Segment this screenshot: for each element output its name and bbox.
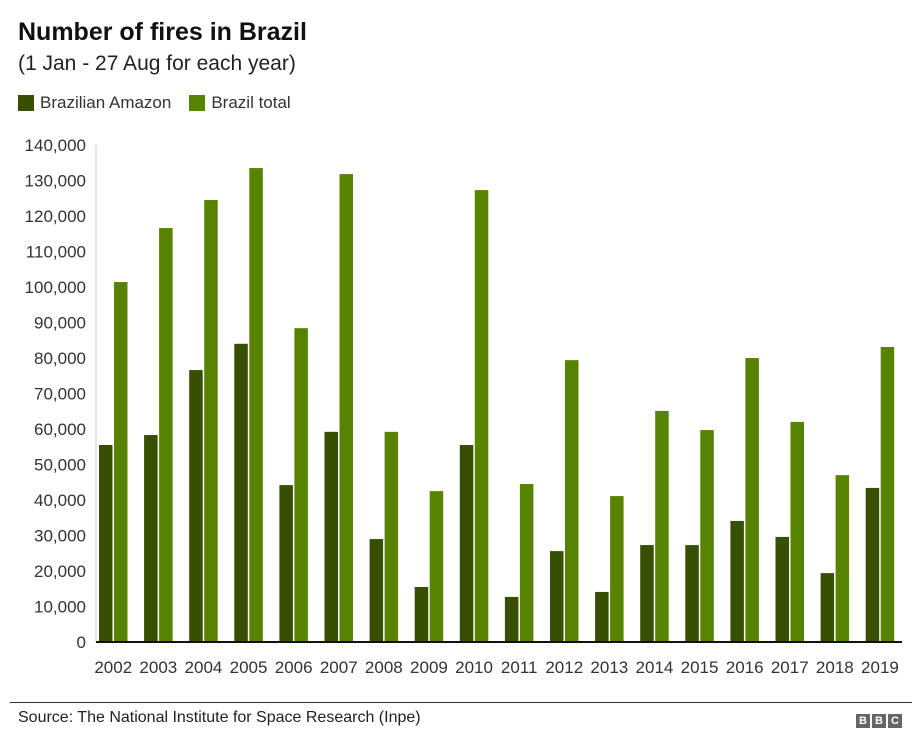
- y-tick-label: 70,000: [34, 385, 86, 404]
- bar-brazil-total-2007: [339, 174, 353, 643]
- bar-brazil-total-2011: [519, 484, 534, 642]
- x-tick-label: 2008: [365, 658, 403, 677]
- bar-brazil-total-2014: [655, 410, 669, 642]
- bar-brazil-total-2016: [745, 358, 759, 642]
- y-tick-label: 50,000: [34, 456, 86, 475]
- legend: Brazilian Amazon Brazil total: [18, 93, 309, 113]
- bbc-logo-letter: B: [872, 714, 886, 728]
- bar-brazil-total-2005: [249, 168, 263, 642]
- legend-item-brazilian-amazon: Brazilian Amazon: [18, 93, 171, 113]
- bar-brazil-total-2012: [565, 360, 579, 642]
- bar-brazilian-amazon-2009: [414, 586, 429, 642]
- legend-item-brazil-total: Brazil total: [189, 93, 291, 113]
- bar-chart: 0 10,000 20,000 30,000 40,000 50,000 60,000 70,…: [25, 136, 902, 677]
- bar-brazil-total-2002: [114, 282, 128, 642]
- x-tick-label: 2015: [681, 658, 719, 677]
- x-tick-label: 2017: [771, 658, 809, 677]
- y-tick-label: 30,000: [34, 527, 86, 546]
- bbc-logo-letter: B: [856, 714, 870, 728]
- x-tick-label: 2007: [320, 658, 358, 677]
- bbc-logo-letter: C: [888, 714, 902, 728]
- bar-brazil-total-2009: [429, 491, 444, 642]
- y-tick-label: 100,000: [25, 278, 86, 297]
- bar-brazilian-amazon-2019: [865, 487, 880, 642]
- y-tick-label: 60,000: [34, 420, 86, 439]
- chart-title: Number of fires in Brazil: [18, 18, 307, 46]
- bar-brazil-total-2006: [294, 328, 308, 642]
- x-tick-label: 2016: [726, 658, 764, 677]
- legend-label: Brazil total: [211, 93, 291, 112]
- bar-brazilian-amazon-2012: [550, 551, 564, 642]
- x-tick-label: 2019: [861, 658, 899, 677]
- y-tick-label: 140,000: [25, 136, 86, 155]
- x-tick-label: 2003: [139, 658, 177, 677]
- x-tick-label: 2006: [275, 658, 313, 677]
- y-tick-label: 40,000: [34, 491, 86, 510]
- y-tick-label: 110,000: [26, 243, 86, 262]
- bar-brazil-total-2017: [790, 421, 804, 642]
- legend-label: Brazilian Amazon: [40, 93, 172, 112]
- bar-brazilian-amazon-2013: [595, 591, 609, 642]
- bar-brazilian-amazon-2003: [144, 435, 158, 642]
- bar-brazilian-amazon-2011: [504, 596, 519, 642]
- bar-brazil-total-2008: [384, 431, 399, 642]
- x-tick-label: 2010: [455, 658, 493, 677]
- bar-brazilian-amazon-2014: [640, 545, 654, 642]
- bar-brazil-total-2010: [474, 190, 489, 642]
- x-tick-label: 2009: [410, 658, 448, 677]
- bar-brazil-total-2004: [204, 200, 218, 642]
- y-tick-label: 10,000: [34, 598, 86, 617]
- x-tick-label: 2014: [636, 658, 674, 677]
- bar-brazilian-amazon-2008: [369, 539, 384, 642]
- x-tick-label: 2011: [501, 658, 538, 677]
- x-tick-label: 2012: [545, 658, 583, 677]
- y-tick-label: 0: [77, 633, 86, 652]
- bar-brazilian-amazon-2016: [730, 520, 744, 642]
- bar-brazilian-amazon-2005: [234, 343, 248, 642]
- bar-brazilian-amazon-2017: [775, 536, 789, 642]
- bar-brazilian-amazon-2004: [189, 370, 203, 642]
- bar-brazilian-amazon-2010: [459, 444, 474, 642]
- x-tick-label: 2004: [185, 658, 223, 677]
- y-tick-label: 20,000: [34, 562, 86, 581]
- bar-brazil-total-2019: [880, 346, 895, 642]
- x-tick-label: 2005: [230, 658, 268, 677]
- y-tick-label: 120,000: [25, 207, 86, 226]
- legend-swatch-brazil-total: [189, 95, 206, 111]
- source-note: Source: The National Institute for Space…: [18, 709, 421, 726]
- x-tick-label: 2013: [590, 658, 628, 677]
- bar-brazilian-amazon-2018: [820, 573, 835, 642]
- y-tick-label: 130,000: [25, 172, 86, 191]
- x-tick-label: 2002: [94, 658, 132, 677]
- x-tick-label: 2018: [816, 658, 854, 677]
- bbc-logo: B B C: [856, 714, 902, 728]
- bar-brazil-total-2018: [835, 475, 850, 642]
- chart-subtitle: (1 Jan - 27 Aug for each year): [18, 52, 296, 75]
- bar-brazilian-amazon-2002: [99, 444, 113, 642]
- y-tick-label: 80,000: [34, 349, 86, 368]
- bar-brazilian-amazon-2007: [324, 431, 338, 642]
- bar-brazil-total-2003: [159, 228, 173, 642]
- y-tick-label: 90,000: [34, 314, 86, 333]
- bar-brazilian-amazon-2015: [685, 545, 699, 642]
- bar-brazil-total-2013: [610, 496, 624, 642]
- footer-divider: [10, 702, 912, 703]
- bar-brazilian-amazon-2006: [279, 485, 293, 642]
- legend-swatch-brazilian-amazon: [18, 95, 34, 111]
- bar-brazil-total-2015: [700, 430, 714, 642]
